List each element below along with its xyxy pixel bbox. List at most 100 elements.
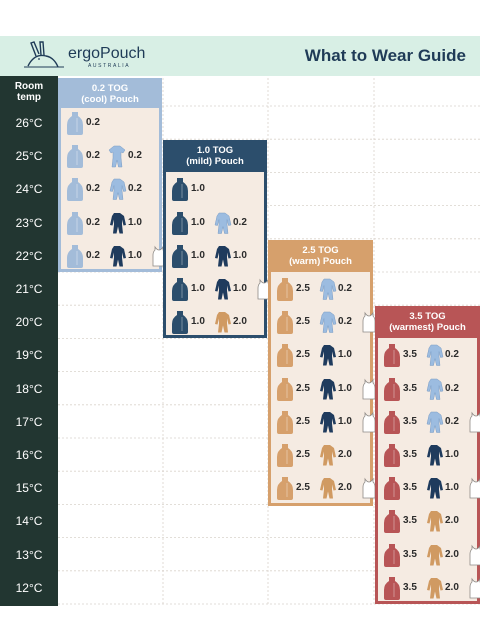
tog-value: 2.0 (445, 548, 459, 560)
long-sleeve-romper-icon (215, 245, 231, 267)
panel-heading: 0.2 TOG (cool) Pouch (58, 78, 162, 105)
sleeping-bag-icon (67, 211, 83, 235)
temp-label: 14°C (15, 514, 43, 529)
header-bar: ergoPouch AUSTRALIA What to Wear Guide (0, 36, 480, 76)
sleeping-bag-icon (277, 311, 293, 335)
tog-row: 0.2 1.0 (65, 243, 166, 269)
long-sleeve-romper-icon (319, 278, 337, 300)
temp-label: 24°C (15, 182, 43, 197)
tog-row: 0.2 0.2 (65, 176, 159, 202)
panel-body: 1.0 1.0 0.2 1.0 1.0 1.0 1.0 1.0 2.0 (166, 172, 271, 335)
tog-value: 0.2 (338, 316, 352, 328)
tog-row: 3.5 0.2 (382, 376, 477, 402)
long-sleeve-romper-icon (320, 345, 336, 366)
tog-row: 0.2 (65, 110, 159, 136)
panel-heading-line: (warmest) Pouch (389, 322, 466, 333)
sleeping-bag-icon (277, 344, 293, 368)
long-sleeve-romper-icon (110, 245, 126, 267)
singlet-icon (469, 577, 480, 599)
tog-value: 0.2 (233, 216, 247, 228)
long-sleeve-romper-icon (426, 345, 444, 367)
tog-value: 2.0 (445, 515, 459, 527)
sleeping-bag-icon (67, 112, 83, 135)
sleeping-bag-icon (384, 444, 400, 467)
sleeping-bag-icon (277, 278, 293, 301)
tog-value: 1.0 (445, 482, 459, 494)
tog-value: 1.0 (338, 382, 352, 394)
tog-value: 1.0 (338, 349, 352, 361)
temp-label: 12°C (15, 580, 43, 595)
tog-row: 2.5 1.0 (275, 376, 376, 402)
tog-value: 1.0 (128, 216, 142, 228)
singlet-icon (469, 477, 480, 499)
temp-label: 25°C (15, 149, 43, 164)
singlet-icon (362, 477, 376, 499)
panel-body: 2.5 0.2 2.5 0.2 2.5 1.0 2.5 1.0 2.5 1.0 2.5 2.0 2.5 2… (271, 272, 376, 503)
tog-row: 1.0 1.0 (170, 243, 264, 269)
tog-row: 2.5 2.0 (275, 475, 376, 501)
brand-logo: ergoPouch AUSTRALIA (22, 40, 145, 72)
tog-value: 3.5 (403, 581, 417, 593)
long-sleeve-romper-icon (320, 478, 336, 499)
tog-panel-tog35: 3.5 TOG (warmest) Pouch 3.5 0.2 3.5 0.2 3.5 0.2… (375, 306, 480, 604)
tog-row: 3.5 2.0 (382, 575, 480, 601)
tog-value: 1.0 (338, 415, 352, 427)
sleeping-bag-icon (384, 377, 400, 401)
singlet-icon (362, 378, 376, 399)
room-temp-heading-line: temp (17, 92, 41, 103)
temp-label: 13°C (15, 547, 43, 562)
singlet-icon (362, 411, 376, 433)
tog-value: 2.5 (296, 316, 310, 328)
sleeping-bag-icon (172, 278, 188, 301)
long-sleeve-romper-icon (110, 212, 126, 234)
long-sleeve-romper-icon (426, 411, 444, 433)
tog-value: 0.2 (86, 183, 100, 195)
tog-value: 1.0 (191, 216, 205, 228)
singlet-icon (469, 544, 480, 565)
sleeping-bag-icon (277, 477, 293, 501)
tog-value: 0.2 (86, 150, 100, 162)
sleeping-bag-icon (277, 410, 293, 434)
tog-value: 1.0 (191, 316, 205, 328)
long-sleeve-romper-icon (427, 511, 443, 532)
tog-row: 3.5 2.0 (382, 508, 477, 534)
tog-panel-tog02: 0.2 TOG (cool) Pouch 0.2 0.2 0.2 0.2 0.2 0.2 1.0… (58, 78, 166, 272)
sleeping-bag-icon (67, 145, 83, 169)
long-sleeve-romper-icon (426, 378, 444, 400)
temp-label: 22°C (15, 248, 43, 263)
tog-value: 1.0 (191, 183, 205, 195)
tog-row: 3.5 2.0 (382, 542, 480, 568)
tog-value: 1.0 (191, 283, 205, 294)
sleeping-bag-icon (384, 477, 400, 501)
sleeping-bag-icon (384, 576, 400, 600)
temp-label: 16°C (15, 448, 43, 462)
panel-heading-line: (mild) Pouch (186, 156, 244, 167)
room-temp-heading-line: Room (14, 81, 44, 92)
tog-value: 3.5 (403, 382, 417, 394)
long-sleeve-romper-icon (214, 212, 232, 234)
tog-value: 0.2 (338, 283, 352, 294)
temp-label: 18°C (15, 381, 43, 396)
sleeping-bag-icon (172, 178, 188, 202)
tog-value: 2.5 (296, 382, 310, 394)
sleeping-bag-icon (67, 178, 83, 202)
tog-value: 0.2 (445, 349, 459, 361)
short-sleeve-romper-icon (108, 145, 126, 168)
sleeping-bag-icon (384, 344, 400, 368)
panel-heading-line: (cool) Pouch (81, 94, 139, 105)
temp-label: 26°C (15, 116, 43, 130)
tog-row: 2.5 2.0 (275, 442, 370, 468)
sleeping-bag-icon (384, 510, 400, 534)
tog-value: 2.5 (296, 415, 310, 427)
tog-row: 2.5 0.2 (275, 309, 376, 335)
tog-row: 0.2 1.0 (65, 210, 159, 236)
long-sleeve-romper-icon (320, 411, 336, 433)
tog-value: 1.0 (445, 449, 459, 460)
tog-value: 2.5 (296, 449, 310, 460)
tog-row: 1.0 0.2 (170, 210, 264, 236)
temp-label: 17°C (15, 414, 43, 429)
panel-heading-line: 2.5 TOG (302, 245, 339, 256)
tog-value: 1.0 (233, 249, 247, 261)
sleeping-bag-icon (172, 211, 188, 235)
long-sleeve-romper-icon (427, 577, 443, 599)
